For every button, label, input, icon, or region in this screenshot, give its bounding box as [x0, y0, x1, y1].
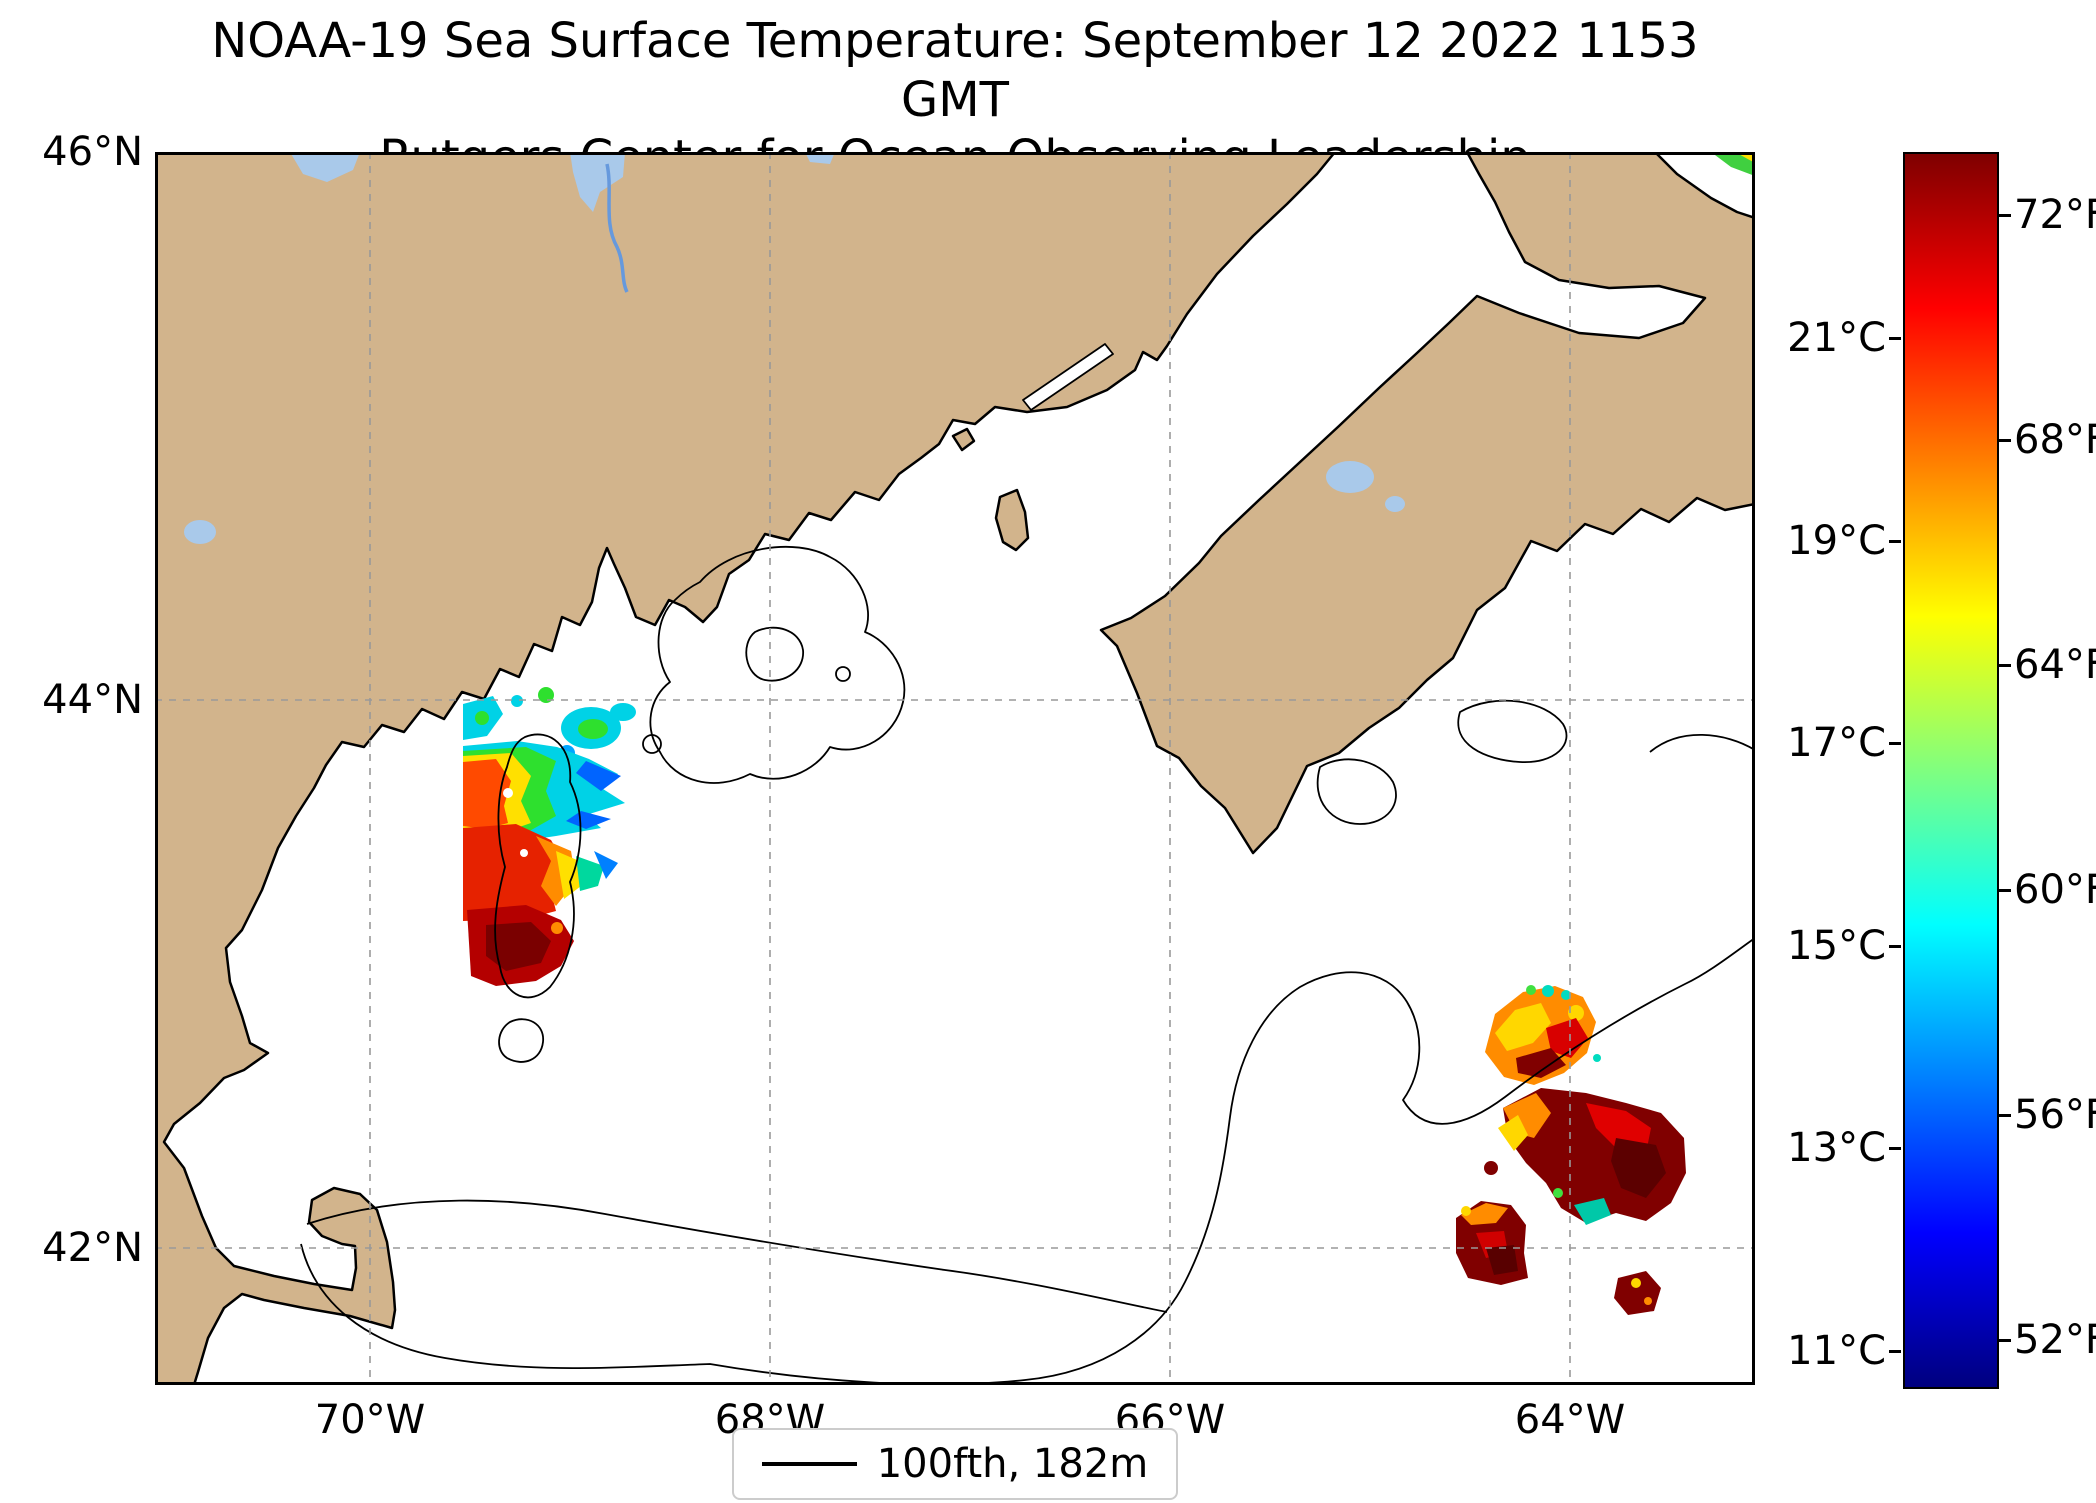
colorbar-tick-celsius	[1889, 742, 1901, 745]
fahrenheit-label-64: 64°F	[2014, 642, 2096, 688]
bathymetry-contours	[300, 546, 1755, 1385]
fahrenheit-label-52: 52°F	[2014, 1317, 2096, 1363]
island-campobello	[951, 427, 976, 452]
sst-patch-scotian-shelf	[1456, 985, 1686, 1315]
legend-box: 100fth, 182m	[731, 1428, 1179, 1500]
colorbar-tick-celsius	[1889, 945, 1901, 948]
colorbar-tick-fahrenheit	[1999, 214, 2011, 217]
celsius-label-15: 15°C	[1787, 923, 1886, 969]
graticule-gridlines	[155, 152, 1755, 1385]
fahrenheit-label-72: 72°F	[2014, 192, 2096, 238]
land-mainland-new-england	[155, 152, 1337, 1385]
river	[605, 163, 629, 293]
celsius-label-11: 11°C	[1787, 1328, 1886, 1374]
lake-sebago	[184, 520, 216, 544]
land-nova-scotia	[1099, 152, 1755, 855]
celsius-label-21: 21°C	[1787, 315, 1886, 361]
colorbar-tick-celsius	[1889, 540, 1901, 543]
fahrenheit-label-60: 60°F	[2014, 867, 2096, 913]
island-grand-manan	[994, 488, 1030, 552]
colorbar-tick-celsius	[1889, 1350, 1901, 1353]
fahrenheit-label-68: 68°F	[2014, 417, 2096, 463]
colorbar-tick-fahrenheit	[1999, 1114, 2011, 1117]
colorbar-tick-fahrenheit	[1999, 1339, 2011, 1342]
legend: 100fth, 182m	[155, 1428, 1755, 1500]
legend-label: 100fth, 182m	[876, 1441, 1149, 1487]
y-tick-44n: 44°N	[42, 677, 143, 723]
x-tick-70w: 70°W	[314, 1397, 426, 1443]
bathymetry-line-sample	[761, 1462, 857, 1466]
colorbar-tick-celsius	[1889, 337, 1901, 340]
title-line-1: NOAA-19 Sea Surface Temperature: Septemb…	[211, 13, 1699, 128]
celsius-label-17: 17°C	[1787, 720, 1886, 766]
celsius-label-13: 13°C	[1787, 1125, 1886, 1171]
map-canvas	[155, 152, 1755, 1385]
colorbar-tick-celsius	[1889, 1147, 1901, 1150]
lake	[570, 152, 625, 212]
y-tick-42n: 42°N	[42, 1225, 143, 1271]
lake	[290, 152, 360, 182]
lake-nova-scotia	[1326, 461, 1374, 493]
y-tick-46n: 46°N	[42, 129, 143, 175]
colorbar-tick-fahrenheit	[1999, 439, 2011, 442]
map-border-frame	[155, 152, 1755, 1385]
island-sliver	[1022, 343, 1114, 411]
sst-colorbar	[1903, 152, 1999, 1389]
fahrenheit-label-56: 56°F	[2014, 1092, 2096, 1138]
lake-nova-scotia-small	[1385, 496, 1405, 512]
x-tick-64w: 64°W	[1514, 1397, 1626, 1443]
colorbar-tick-fahrenheit	[1999, 889, 2011, 892]
celsius-label-19: 19°C	[1787, 518, 1886, 564]
colorbar-tick-fahrenheit	[1999, 664, 2011, 667]
land-masses	[155, 152, 1755, 1385]
